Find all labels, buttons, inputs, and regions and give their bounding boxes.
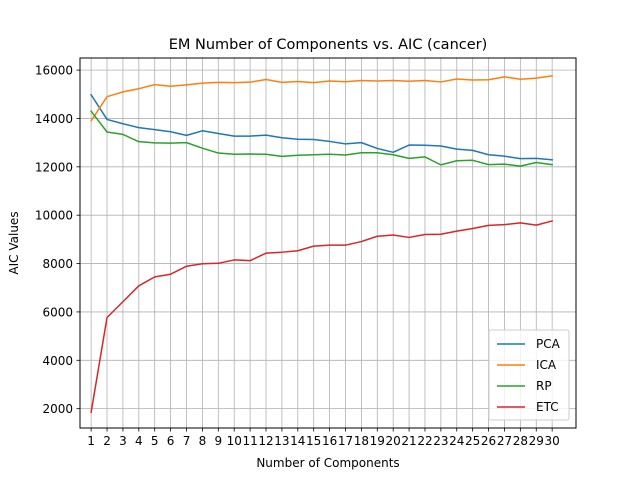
y-axis-label: AIC Values [7,211,21,274]
x-tick-label: 21 [401,434,416,448]
series-line-ica [90,75,553,122]
x-tick-label: 12 [258,434,273,448]
chart-title: EM Number of Components vs. AIC (cancer) [169,37,488,53]
x-tick-label: 14 [290,434,305,448]
x-tick-label: 26 [481,434,496,448]
x-tick-label: 3 [119,434,127,448]
x-axis-label: Number of Components [256,456,399,470]
x-tick-label: 7 [183,434,191,448]
x-tick-label: 13 [274,434,289,448]
x-tick-label: 20 [386,434,401,448]
x-tick-label: 22 [417,434,432,448]
x-tick-label: 5 [151,434,159,448]
x-tick-label: 2 [103,434,111,448]
x-tick-label: 18 [354,434,369,448]
series-line-pca [90,93,553,161]
legend-box [488,329,570,421]
y-tick-label: 12000 [35,160,73,174]
x-tick-label: 29 [529,434,544,448]
x-tick-label: 16 [322,434,337,448]
series-line-rp [90,110,553,167]
series-lines [90,75,554,414]
x-tick-label: 15 [306,434,321,448]
y-tick-label: 4000 [42,354,73,368]
x-tick-label: 1 [87,434,95,448]
x-tick-label: 23 [433,434,448,448]
y-tick-label: 14000 [35,112,73,126]
legend-label-rp: RP [536,379,552,393]
y-tick-label: 16000 [35,64,73,78]
plot-area-frame [79,57,577,429]
x-tick-label: 25 [465,434,480,448]
x-tick-label: 8 [199,434,207,448]
legend-label-ica: ICA [536,358,557,372]
x-tick-label: 17 [338,434,353,448]
y-tick-label: 8000 [42,257,73,271]
gridlines [80,58,576,428]
series-line-etc [90,220,554,414]
x-tick-label: 11 [242,434,257,448]
x-tick-label: 10 [227,434,242,448]
x-tick-label: 4 [135,434,143,448]
x-tick-label: 6 [167,434,175,448]
x-tick-label: 24 [449,434,464,448]
x-tick-label: 19 [370,434,385,448]
y-axis-ticks: 2000 4000 6000 8000 10000 12000 14000 16000 [35,64,80,416]
legend-label-pca: PCA [536,337,561,351]
x-tick-label: 27 [497,434,512,448]
x-tick-label: 9 [214,434,222,448]
y-tick-label: 6000 [42,305,73,319]
x-tick-label: 30 [545,434,560,448]
x-tick-label: 28 [513,434,528,448]
x-axis-ticks: 1 2 3 4 5 6 7 8 9 10 11 12 13 14 15 16 17 18 19 20 21 22 23 24 2… [87,428,560,448]
y-tick-label: 10000 [35,209,73,223]
legend: PCA ICA RP ETC [488,329,570,421]
y-tick-label: 2000 [42,402,73,416]
legend-label-etc: ETC [536,400,559,414]
